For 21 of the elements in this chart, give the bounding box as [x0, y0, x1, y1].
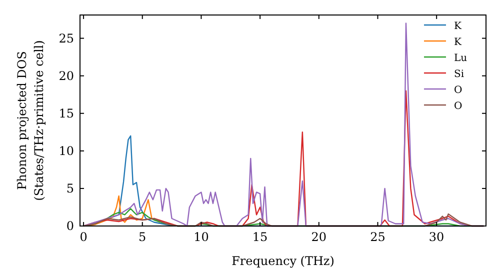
y-tick-label: 5 [66, 181, 74, 196]
y-tick-label: 10 [58, 144, 74, 158]
x-tick-label: 10 [194, 230, 209, 244]
x-tick-label: 15 [252, 230, 268, 244]
x-tick-label: 25 [370, 230, 386, 244]
y-tick-label: 0 [66, 219, 74, 233]
y-tick-label: 15 [58, 106, 74, 120]
legend-label: O [454, 101, 462, 112]
legend-label: Lu [454, 53, 468, 64]
x-tick-label: 5 [138, 230, 146, 244]
x-tick-label: 0 [80, 230, 88, 244]
x-axis-title: Frequency (THz) [232, 254, 334, 268]
y-tick-label: 25 [58, 31, 74, 46]
legend-label: Si [454, 69, 464, 80]
x-tick-label: 30 [428, 230, 444, 244]
legend-label: K [454, 21, 462, 32]
legend-label: O [454, 85, 462, 96]
y-tick-label: 20 [58, 68, 74, 83]
y-axis-title: Phonon projected DOS (States/THz·primitive cell) [15, 40, 46, 201]
x-tick-label: 20 [311, 230, 327, 244]
legend-label: K [454, 37, 462, 48]
